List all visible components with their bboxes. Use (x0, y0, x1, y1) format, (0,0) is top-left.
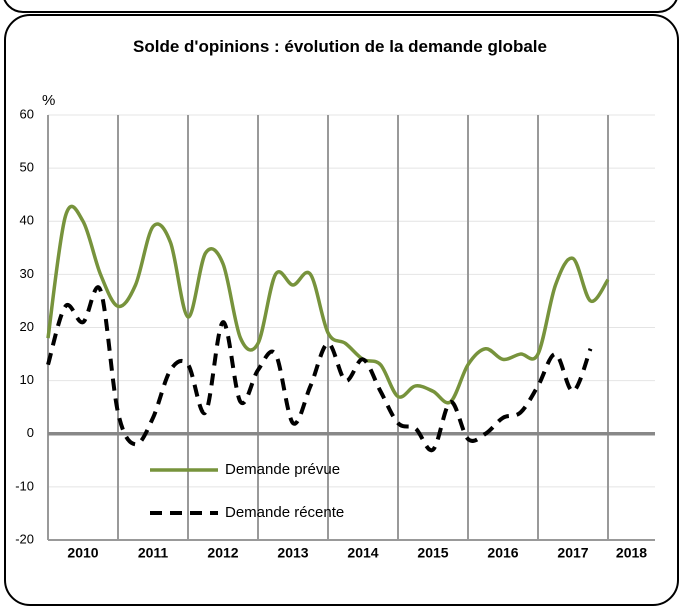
x-tick-label: 2012 (207, 545, 238, 561)
y-tick-label: -20 (15, 531, 34, 546)
series-line (46, 285, 593, 453)
y-tick-label: 60 (20, 106, 34, 121)
x-tick-label: 2015 (417, 545, 448, 561)
y-tick-label: 20 (20, 319, 34, 334)
chart-title: Solde d'opinions : évolution de la deman… (133, 37, 547, 56)
legend-label: Demande récente (225, 504, 344, 521)
y-axis-label: % (42, 92, 55, 109)
x-tick-label: 2014 (347, 545, 378, 561)
top-frame (3, 0, 678, 13)
x-tick-label: 2010 (67, 545, 98, 561)
chart-frame (4, 14, 679, 606)
y-tick-label: 0 (27, 425, 34, 440)
y-tick-label: -10 (15, 478, 34, 493)
x-tick-label: 2017 (557, 545, 588, 561)
y-tick-label: 10 (20, 372, 34, 387)
y-tick-label: 30 (20, 266, 34, 281)
series-line (46, 204, 610, 405)
x-tick-label: 2018 (616, 545, 647, 561)
x-tick-label: 2011 (138, 545, 169, 561)
legend-label: Demande prévue (225, 461, 340, 478)
y-tick-label: 40 (20, 213, 34, 228)
x-tick-label: 2016 (487, 545, 518, 561)
x-tick-label: 2013 (277, 545, 308, 561)
y-tick-label: 50 (20, 160, 34, 175)
